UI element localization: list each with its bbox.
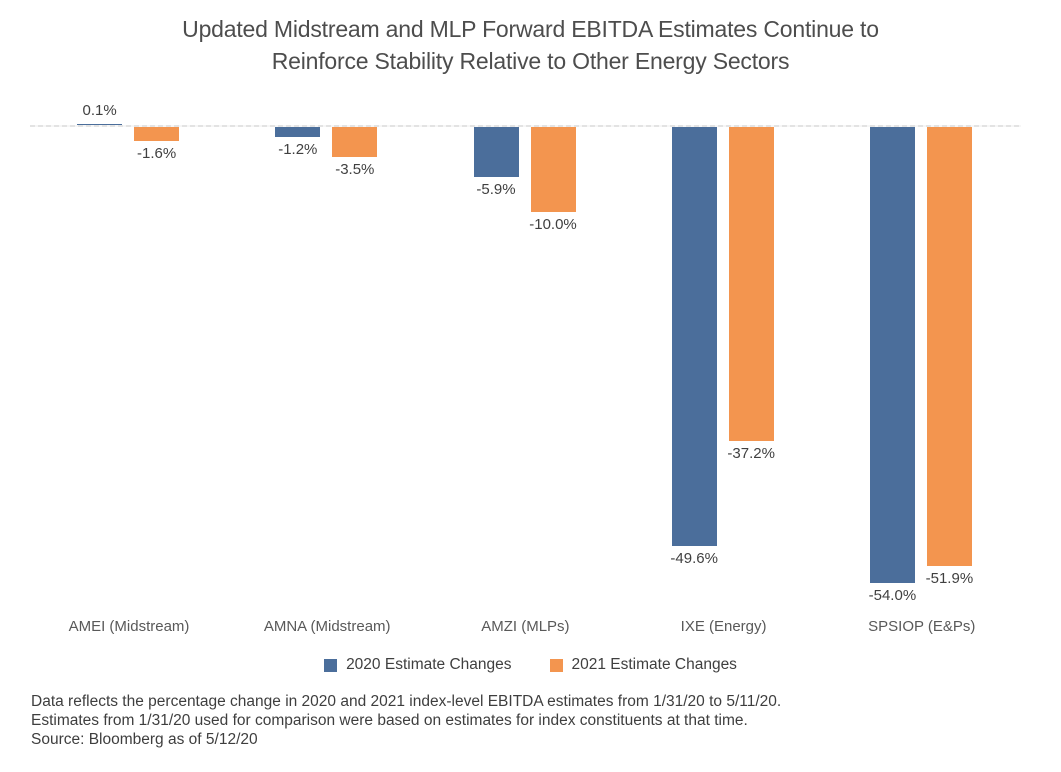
x-axis-label-amzi: AMZI (MLPs) — [481, 618, 570, 635]
bar-2020-ixe — [671, 127, 717, 547]
footnote-line-2: Estimates from 1/31/20 used for comparis… — [31, 711, 748, 729]
legend-label-2021: 2021 Estimate Changes — [571, 656, 737, 673]
legend-item-2020: 2020 Estimate Changes — [324, 656, 512, 674]
footnote: Data reflects the percentage change in 2… — [31, 693, 1021, 749]
footnote-line-1: Data reflects the percentage change in 2… — [31, 693, 782, 710]
value-label-2021-amzi: -10.0% — [529, 215, 577, 233]
value-label-2020-amna: -1.2% — [278, 141, 318, 159]
chart-title-line1: Updated Midstream and MLP Forward EBITDA… — [182, 16, 879, 42]
bar-2021-amei — [134, 127, 180, 141]
chart-title-line2: Reinforce Stability Relative to Other En… — [271, 48, 790, 74]
bar-2021-ixe — [728, 127, 774, 442]
chart-title: Updated Midstream and MLP Forward EBITDA… — [0, 13, 1061, 77]
x-axis-label-amna: AMNA (Midstream) — [263, 618, 391, 635]
bar-2021-spsiop — [926, 127, 972, 566]
value-label-2021-ixe: -37.2% — [727, 445, 775, 463]
bar-2021-amzi — [530, 127, 576, 212]
bar-2020-amna — [275, 127, 321, 138]
x-axis-label-amei: AMEI (Midstream) — [68, 618, 190, 635]
value-label-2021-spsiop: -51.9% — [925, 569, 974, 587]
x-axis-label-ixe: IXE (Energy) — [680, 618, 767, 635]
value-label-2020-amei: 0.1% — [82, 101, 117, 119]
x-axis-label-spsiop: SPSIOP (E&Ps) — [868, 618, 976, 635]
footnote-line-3: Source: Bloomberg as of 5/12/20 — [31, 730, 258, 748]
value-label-2020-amzi: -5.9% — [476, 180, 516, 198]
value-label-2020-spsiop: -54.0% — [868, 587, 917, 605]
value-label-2020-ixe: -49.6% — [670, 550, 718, 568]
legend-swatch-2021-icon — [549, 658, 563, 672]
value-label-2021-amna: -3.5% — [335, 160, 375, 178]
x-axis-zero-line — [30, 125, 1021, 127]
bar-2020-spsiop — [869, 127, 915, 584]
bar-2020-amzi — [473, 127, 519, 177]
legend-label-2020: 2020 Estimate Changes — [346, 656, 512, 673]
legend-swatch-2020-icon — [324, 658, 338, 672]
legend-item-2021: 2021 Estimate Changes — [549, 656, 737, 674]
bar-2020-amei — [77, 123, 123, 125]
bar-2021-amna — [332, 127, 378, 157]
value-label-2021-amei: -1.6% — [137, 144, 177, 162]
legend: 2020 Estimate Changes 2021 Estimate Chan… — [0, 656, 1061, 674]
